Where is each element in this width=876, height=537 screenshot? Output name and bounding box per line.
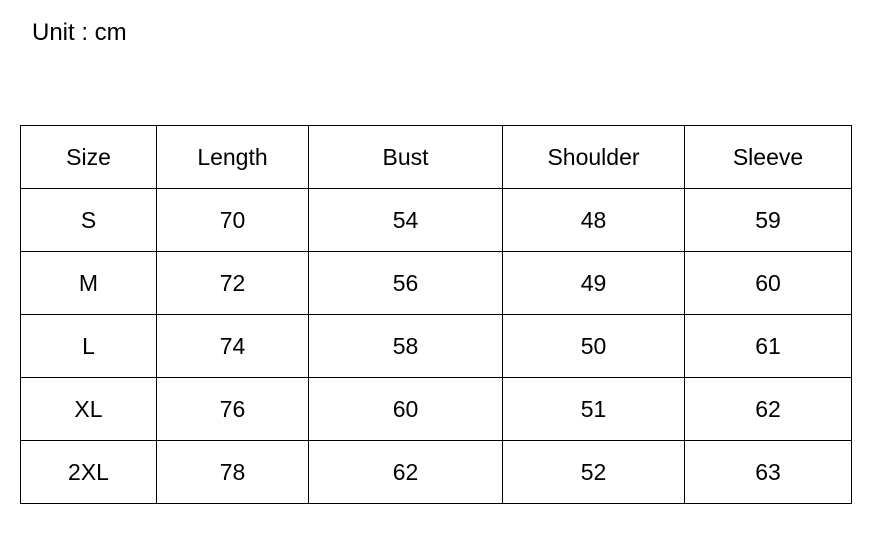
table-cell: 70	[156, 188, 309, 252]
table-row: XL 76 60 51 62	[20, 377, 852, 441]
table-cell: 78	[156, 440, 309, 504]
table-cell: 72	[156, 251, 309, 315]
table-row: L 74 58 50 61	[20, 314, 852, 378]
column-header: Length	[156, 125, 309, 189]
table-cell: 48	[502, 188, 685, 252]
table-cell: 60	[684, 251, 852, 315]
table-cell: 50	[502, 314, 685, 378]
table-cell: M	[20, 251, 157, 315]
column-header: Bust	[308, 125, 503, 189]
table-row: S 70 54 48 59	[20, 188, 852, 252]
table-cell: 51	[502, 377, 685, 441]
table-cell: 2XL	[20, 440, 157, 504]
table-cell: 49	[502, 251, 685, 315]
table-cell: 76	[156, 377, 309, 441]
table-cell: 63	[684, 440, 852, 504]
table-cell: 60	[308, 377, 503, 441]
column-header: Sleeve	[684, 125, 852, 189]
table-cell: 62	[308, 440, 503, 504]
table-cell: XL	[20, 377, 157, 441]
table-cell: S	[20, 188, 157, 252]
table-cell: 59	[684, 188, 852, 252]
table-cell: 58	[308, 314, 503, 378]
table-cell: 74	[156, 314, 309, 378]
table-cell: 52	[502, 440, 685, 504]
table-row: M 72 56 49 60	[20, 251, 852, 315]
column-header: Size	[20, 125, 157, 189]
header-row: Size Length Bust Shoulder Sleeve	[20, 125, 852, 189]
table-row: 2XL 78 62 52 63	[20, 440, 852, 504]
table-cell: 61	[684, 314, 852, 378]
table-cell: L	[20, 314, 157, 378]
unit-label: Unit : cm	[32, 19, 127, 46]
column-header: Shoulder	[502, 125, 685, 189]
table-cell: 54	[308, 188, 503, 252]
size-chart-table: Size Length Bust Shoulder Sleeve S 70 54 48 59 M 72…	[20, 125, 852, 504]
table-cell: 62	[684, 377, 852, 441]
table-cell: 56	[308, 251, 503, 315]
